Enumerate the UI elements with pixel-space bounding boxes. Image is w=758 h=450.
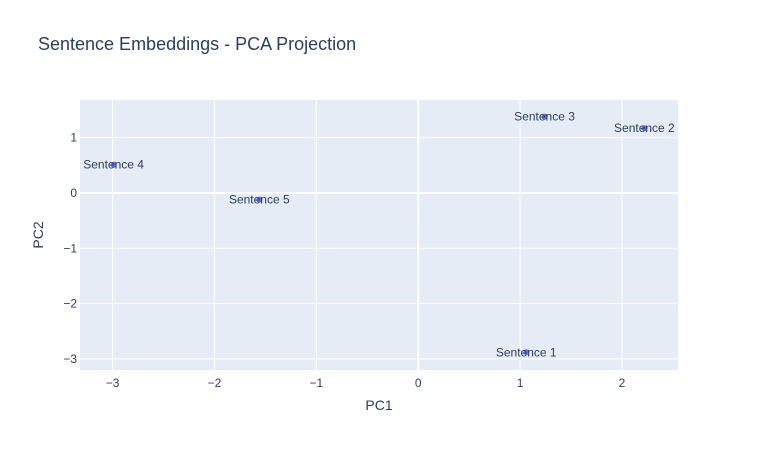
x-tick-label: 0: [415, 376, 422, 390]
plot-area: [80, 100, 678, 370]
y-tick-label: 0: [70, 186, 77, 200]
scatter-point: [523, 349, 530, 356]
scatter-point: [541, 113, 548, 120]
x-tick-label: −2: [208, 376, 222, 390]
point-label: Sentence 4: [83, 158, 144, 172]
point-label: Sentence 5: [229, 193, 290, 207]
x-axis-title: PC1: [365, 397, 392, 413]
x-tick-label: 1: [517, 376, 524, 390]
point-label: Sentence 2: [614, 121, 675, 135]
x-tick-label: −1: [310, 376, 324, 390]
scatter-point: [256, 196, 263, 203]
y-tick-label: −3: [63, 352, 77, 366]
point-label: Sentence 1: [496, 345, 557, 359]
x-tick-label: −3: [106, 376, 120, 390]
scatter-point: [110, 161, 117, 168]
x-tick-labels: −3 −2 −1 0 1 2: [106, 376, 626, 390]
y-tick-label: −1: [63, 241, 77, 255]
scatter-point: [641, 125, 648, 132]
y-tick-label: −2: [63, 297, 77, 311]
y-axis-title: PC2: [30, 221, 46, 248]
point-label: Sentence 3: [514, 110, 575, 124]
y-tick-label: 1: [70, 131, 77, 145]
grid-lines: [80, 100, 678, 370]
data-points: Sentence 1 Sentence 2 Sentence 3 Sentence 4…: [83, 110, 675, 360]
y-tick-labels: 1 0 −1 −2 −3: [63, 131, 77, 366]
chart-title: Sentence Embeddings - PCA Projection: [38, 34, 356, 54]
x-tick-label: 2: [619, 376, 626, 390]
